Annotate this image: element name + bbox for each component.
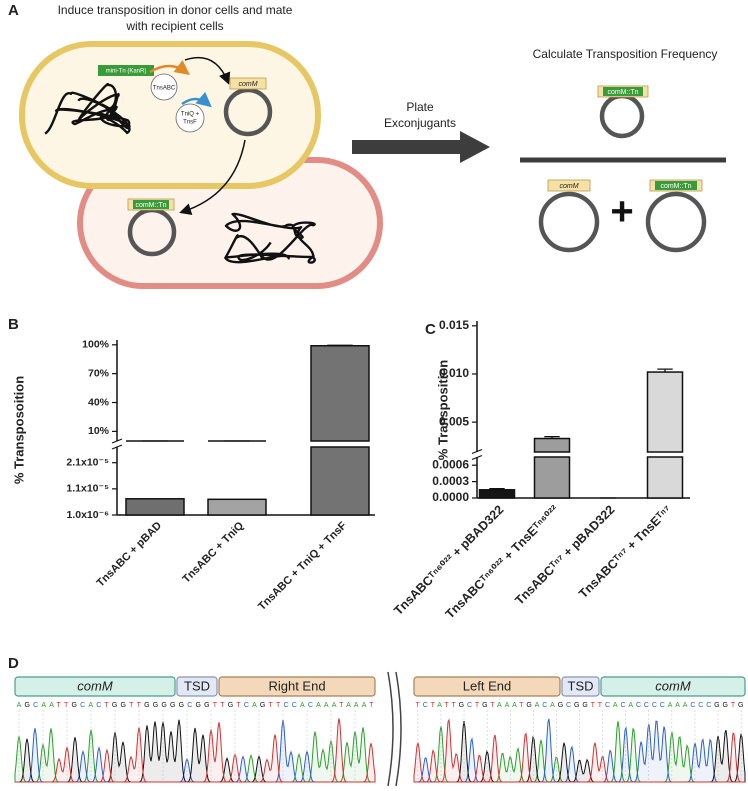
y-tick-label: 0.0000 — [432, 490, 469, 504]
calc-title: Calculate Transposition Frequency — [533, 47, 718, 61]
region-label: TSD — [184, 678, 210, 693]
trace — [413, 718, 745, 783]
region — [176, 676, 218, 697]
chromosome — [224, 212, 316, 264]
protein-label: TniQ + — [181, 112, 200, 118]
error-bar — [544, 435, 560, 439]
tag-label: comM::Tn — [660, 183, 691, 190]
x-tick-label: TnsABC + TniQ — [180, 519, 246, 585]
plasmid — [223, 87, 273, 137]
panel-label: C — [425, 321, 436, 338]
arrow-label: Plate — [406, 100, 434, 114]
region-label: TSD — [568, 678, 594, 693]
protein — [150, 73, 178, 101]
axis-break — [111, 438, 123, 444]
panel-label: D — [8, 655, 19, 672]
tag-label: comM — [559, 183, 578, 190]
break-mark — [387, 671, 402, 787]
tag-label: comM — [238, 81, 257, 88]
charts: B % Transposoition 1.0x10⁻⁶ 1.1x10⁻⁵ 2.1x10⁻… — [8, 316, 690, 621]
y-axis-label: % Transposition — [435, 360, 450, 460]
y-tick-label: 0.0006 — [432, 457, 469, 471]
y-tick-label: 10% — [88, 425, 110, 437]
arrow — [149, 60, 191, 75]
panel-d: comM TSD Right End A G C A A T T G C A C T G G T T G G G G G C G G… — [14, 676, 746, 783]
y-tick-label: 100% — [82, 339, 110, 351]
plasmid — [599, 93, 645, 139]
big-arrow — [352, 131, 490, 163]
panel-label: A — [8, 2, 19, 19]
y-tick-label: 40% — [88, 396, 110, 408]
axis-break — [471, 448, 483, 455]
tag-insert — [603, 87, 643, 96]
bar — [478, 489, 516, 499]
mini-tn-label: mini-Tn (KanR) — [106, 69, 147, 75]
tag-label: comM::Tn — [607, 89, 638, 96]
title-line: Induce transposition in donor cells and … — [58, 3, 293, 17]
tag-insert — [133, 200, 169, 209]
x-tick-label: TnsABC + TniQ + TnsF — [256, 520, 349, 613]
arrow — [184, 56, 231, 85]
plasmid — [538, 191, 600, 253]
region — [600, 676, 746, 697]
x-tick-label: TnsABCᵀⁿ⁶⁰²² + pBAD322 — [391, 503, 506, 618]
y-tick-label: 1.1x10⁻⁵ — [66, 483, 109, 495]
bar — [533, 437, 571, 453]
plus: + — [610, 190, 633, 234]
bar — [125, 498, 185, 516]
chromosomes — [44, 82, 316, 264]
axis-break — [471, 454, 483, 461]
arrow — [179, 139, 246, 215]
bar — [533, 456, 571, 499]
mini-tn-box — [98, 65, 154, 76]
plasmid — [645, 191, 707, 253]
panel-a: A Induce transposition in donor cells an… — [8, 2, 726, 289]
y-tick-label: 0.010 — [439, 366, 469, 380]
region-label: Left End — [463, 678, 511, 693]
region-label: comM — [655, 678, 691, 693]
y-tick-label: 0.005 — [439, 414, 469, 428]
tag-insert — [655, 181, 697, 190]
bar — [646, 456, 684, 499]
protein-label: TnsF — [183, 120, 197, 126]
tag — [547, 179, 591, 192]
bar — [310, 446, 370, 516]
y-tick-label: 2.1x10⁻⁵ — [66, 456, 109, 468]
bar — [646, 371, 684, 453]
panel-label: B — [8, 316, 19, 333]
chromosome — [44, 82, 131, 135]
x-tick-label: TnsABCᵀⁿ⁷ + pBAD322 — [512, 503, 617, 608]
y-tick-label: 1.0x10⁻⁶ — [67, 509, 110, 521]
axis-break — [111, 444, 123, 450]
error-bar — [657, 368, 673, 373]
y-tick-label: 0.0003 — [432, 474, 469, 488]
x-tick-label: TnsABCᵀⁿ⁶⁰²² + TnsEᵀⁿ⁶⁰²² — [443, 503, 562, 622]
tag — [229, 77, 267, 90]
x-tick-label: TnsABC + pBAD — [95, 520, 165, 590]
protein-label: TnsABC — [153, 86, 176, 92]
region — [561, 676, 600, 697]
region-label: comM — [77, 678, 113, 693]
bar — [207, 498, 267, 516]
y-tick-label: 0.015 — [439, 318, 469, 332]
arrow-label: Exconjugants — [384, 116, 456, 130]
region-label: Right End — [268, 678, 325, 693]
y-axis-label: % Transposoition — [11, 376, 26, 484]
region — [218, 676, 376, 697]
y-tick-label: 70% — [88, 367, 110, 379]
title-line: with recipient cells — [125, 19, 223, 33]
error-bar — [489, 488, 505, 490]
x-tick-label: TnsABCᵀⁿ⁷ + TnsEᵀⁿ⁷ — [576, 503, 674, 601]
region — [413, 676, 561, 697]
protein — [175, 103, 205, 133]
arrow — [181, 91, 212, 108]
bar — [310, 345, 370, 442]
trace — [15, 718, 376, 783]
region — [14, 676, 176, 697]
tag-label: comM::Tn — [135, 202, 166, 209]
